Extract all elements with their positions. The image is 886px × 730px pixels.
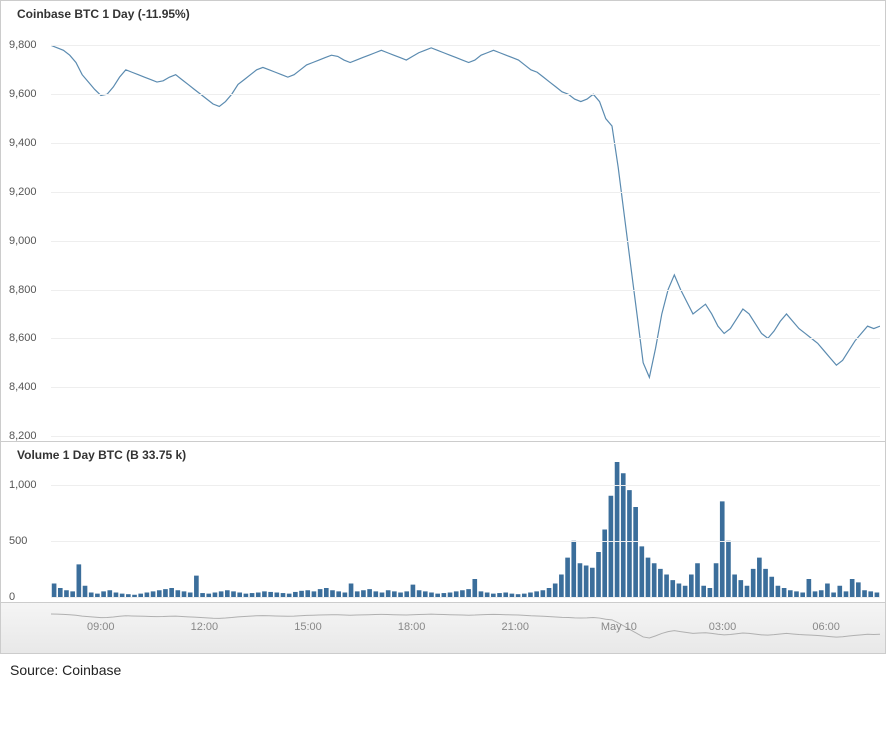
x-axis-label: 21:00	[501, 621, 529, 633]
price-plot-area	[51, 21, 880, 436]
gridline	[51, 290, 880, 291]
time-axis: 09:00 12:00 15:00 18:00 21:00 May 10 03:00 06:0…	[1, 602, 885, 653]
gridline	[51, 436, 880, 437]
x-axis-label: 15:00	[294, 621, 322, 633]
price-chart: Coinbase BTC 1 Day (-11.95%) 8,2008,4008…	[1, 1, 885, 441]
x-axis-label: 18:00	[398, 621, 426, 633]
x-axis-label: 03:00	[709, 621, 737, 633]
x-axis-label: 09:00	[87, 621, 115, 633]
gridline	[51, 241, 880, 242]
y-axis-label: 9,800	[1, 39, 57, 51]
y-axis-label: 500	[1, 535, 57, 547]
mini-line	[51, 611, 880, 641]
y-axis-label: 8,400	[1, 381, 57, 393]
price-line	[51, 21, 880, 436]
y-axis-label: 9,200	[1, 186, 57, 198]
x-axis-label: 06:00	[812, 621, 840, 633]
y-axis-label: 9,400	[1, 137, 57, 149]
gridline	[51, 143, 880, 144]
gridline	[51, 485, 880, 486]
gridline	[51, 94, 880, 95]
y-axis-label: 8,800	[1, 284, 57, 296]
y-axis-label: 9,600	[1, 88, 57, 100]
volume-bars	[51, 462, 880, 597]
y-axis-label: 8,600	[1, 332, 57, 344]
gridline	[51, 45, 880, 46]
gridline	[51, 192, 880, 193]
gridline	[51, 597, 880, 598]
volume-plot-area	[51, 462, 880, 597]
x-axis-label: 12:00	[191, 621, 219, 633]
chart-container: Coinbase BTC 1 Day (-11.95%) 8,2008,4008…	[0, 0, 886, 654]
volume-chart: Volume 1 Day BTC (B 33.75 k) 05001,000	[1, 441, 885, 602]
source-label: Source: Coinbase	[0, 654, 886, 686]
mini-overview	[51, 611, 880, 641]
x-axis-label: May 10	[601, 621, 637, 633]
y-axis-label: 9,000	[1, 235, 57, 247]
gridline	[51, 387, 880, 388]
y-axis-label: 1,000	[1, 479, 57, 491]
gridline	[51, 338, 880, 339]
gridline	[51, 541, 880, 542]
